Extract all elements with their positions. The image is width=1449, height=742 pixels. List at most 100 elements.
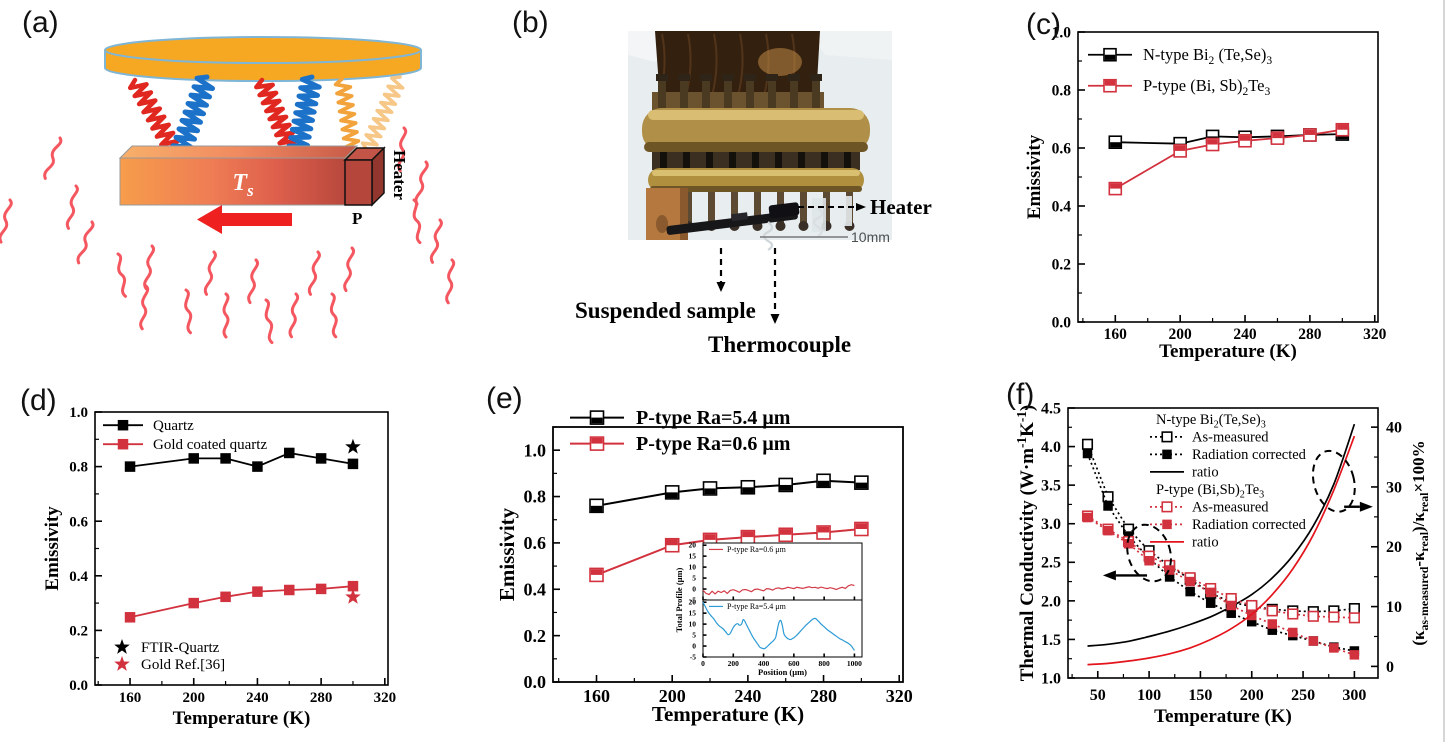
series-0: [124, 447, 359, 472]
gap-post: [821, 152, 828, 170]
square-marker: [220, 453, 231, 464]
half-fill: [742, 531, 754, 538]
legend-header: P-type (Bi,Sb)2Te3: [1156, 482, 1264, 500]
radiation-squiggle: [412, 198, 422, 245]
y-axis-label: Emissivity: [42, 506, 63, 591]
post-cap: [678, 74, 690, 81]
x-tick-label: 1000: [847, 659, 862, 668]
heater-label: Heater: [870, 195, 932, 219]
square-marker: [284, 584, 295, 596]
half-fill: [666, 492, 678, 499]
legend-label: Radiation corrected: [1192, 517, 1307, 533]
legend-label: P-type Ra=0.6 μm: [636, 433, 791, 455]
open-square-marker: [1328, 611, 1340, 623]
legend-label: P-type Ra=0.6 μm: [727, 545, 787, 554]
legend: Quartz Gold coated quartz: [103, 418, 267, 453]
square-marker: [1349, 650, 1360, 660]
heater-label: Heater: [390, 150, 409, 200]
sample-bar-top: [118, 145, 359, 159]
coil-texture: [737, 33, 744, 97]
legend-label: As-measured: [1192, 500, 1269, 516]
y-tick-label: 10: [689, 620, 697, 629]
y-tick-label: 10: [689, 563, 697, 572]
square-marker: [1205, 587, 1216, 598]
heat-flow-arrow: [197, 205, 292, 234]
radiation-squiggle: [116, 252, 127, 298]
gap-post: [660, 152, 667, 170]
star-marker: [345, 588, 361, 604]
x-tick-label: 240: [1233, 326, 1257, 343]
series-0: [702, 584, 855, 596]
post-cap: [722, 74, 734, 81]
star-marker: [345, 438, 361, 454]
x-tick-label: 250: [1291, 687, 1315, 704]
post: [768, 78, 776, 108]
y-tick-label: -5: [690, 653, 696, 662]
square-marker: [1103, 501, 1113, 511]
plot-area: [94, 411, 389, 686]
brass-band: [652, 92, 824, 112]
open-square-marker: [1246, 599, 1258, 612]
panel-e-chart: 160 200 240 280 3200.00.20.40.60.81.0Tempera…: [495, 407, 913, 726]
x-tick-label: 240: [734, 686, 761, 706]
panel-b-label: (b): [512, 6, 549, 39]
post: [680, 78, 688, 108]
y2-tick-label: 20: [1386, 539, 1402, 556]
square-marker: [1103, 525, 1113, 536]
gap-post: [775, 152, 782, 170]
photo: Heater 10mm Suspended sample Thermocouple: [575, 31, 932, 357]
arrow-head: [1359, 501, 1373, 512]
gap-post: [798, 152, 805, 170]
radiation-squiggle: [203, 250, 217, 296]
y-axis-label: Thermal Conductivity (W·m-1K-1): [1014, 405, 1038, 682]
disk-top: [104, 36, 422, 64]
half-fill: [855, 482, 868, 489]
y-tick-label: 20: [689, 598, 697, 607]
square-marker: [1308, 636, 1319, 646]
y-tick-label: 0.0: [69, 678, 88, 694]
square-marker: [315, 453, 327, 464]
y-tick-label: -5: [690, 596, 696, 605]
half-fill: [1104, 80, 1116, 86]
series-line: [1087, 423, 1356, 647]
legend-label: Gold Ref.[36]: [141, 657, 225, 673]
annotation-ellipse: [1126, 523, 1172, 583]
copper-edge: [680, 188, 688, 240]
series-line: [1087, 435, 1356, 666]
rod-clamp: [768, 202, 800, 219]
half-fill: [1104, 54, 1116, 60]
square-marker: [284, 447, 295, 459]
radiation-squiggle: [307, 250, 321, 296]
radiation-squiggle: [414, 160, 429, 206]
half-fill: [590, 569, 603, 575]
y-tick-label: 5: [692, 574, 696, 583]
post-cap: [744, 74, 756, 81]
heater-front: [344, 159, 373, 206]
legend-label: P-type Ra=5.4 μm: [727, 602, 787, 611]
post-cap: [788, 74, 800, 81]
panel-e-label: (e): [486, 382, 523, 415]
arrow-head: [1102, 570, 1116, 581]
x-axis-label: Temperature (K): [173, 708, 311, 729]
square-marker: [188, 453, 199, 464]
legend-label: Gold coated quartz: [153, 437, 267, 453]
panel-c-chart: 160 200 240 280 320 0.0 0.2 0.4 0.6 0.8 1.0 Tempera…: [1024, 24, 1387, 362]
legend-label: Radiation corrected: [1192, 447, 1307, 463]
x-tick-label: 320: [886, 686, 913, 706]
radiation-squiggle: [329, 292, 338, 339]
half-fill: [780, 529, 792, 535]
square-marker: [1267, 619, 1278, 629]
page-edge-line: [1443, 0, 1445, 742]
annotation-ellipse: [1311, 449, 1356, 513]
open-square-marker: [1287, 608, 1299, 620]
pin: [685, 192, 692, 224]
gap-post: [683, 152, 690, 170]
post-cap: [656, 74, 668, 81]
y-tick-label: 0.4: [1052, 198, 1072, 215]
arrow-head: [770, 314, 780, 324]
radiation-squiggle: [43, 136, 63, 180]
spring: [360, 75, 405, 152]
open-square-marker: [1266, 605, 1278, 617]
